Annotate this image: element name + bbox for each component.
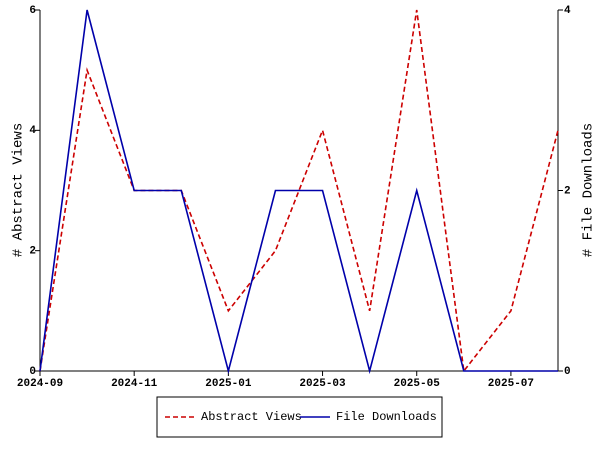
x-tick-label: 2025-07: [488, 378, 534, 390]
legend-label: Abstract Views: [201, 410, 302, 424]
y-tick-label: 4: [29, 125, 36, 137]
x-tick-label: 2024-11: [111, 378, 158, 390]
x-tick-label: 2025-01: [205, 378, 252, 390]
y2-tick-label: 0: [564, 366, 571, 378]
y-axis-label: # Abstract Views: [11, 123, 27, 257]
series-line: [39, 9, 558, 375]
y-tick-label: 0: [29, 366, 36, 378]
y2-tick-label: 4: [564, 5, 571, 17]
legend-box: [156, 396, 443, 438]
y2-tick-label: 2: [564, 185, 571, 197]
legend-label: File Downloads: [336, 410, 437, 424]
y-tick-label: 2: [29, 246, 36, 258]
x-tick-label: 2025-05: [394, 378, 441, 390]
x-tick-label: 2024-09: [17, 378, 63, 390]
x-tick-label: 2025-03: [299, 378, 346, 390]
y-tick-label: 6: [29, 5, 36, 17]
series-line: [39, 9, 559, 373]
y2-axis-label: # File Downloads: [581, 123, 597, 257]
